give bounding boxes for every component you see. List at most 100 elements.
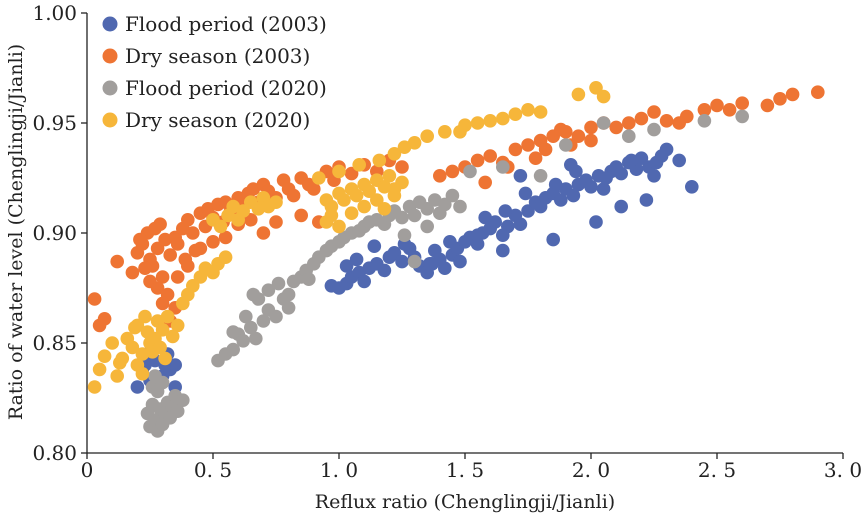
data-point [710, 98, 724, 113]
data-point [125, 265, 140, 280]
data-point [614, 199, 628, 214]
data-point [362, 184, 377, 198]
data-point [269, 309, 283, 324]
data-point [105, 336, 119, 350]
data-point [113, 356, 127, 370]
data-point [722, 103, 737, 117]
data-point [244, 320, 258, 335]
data-point [281, 287, 296, 302]
data-point [97, 349, 112, 364]
data-point [87, 380, 102, 394]
data-point [697, 103, 712, 117]
data-point [596, 182, 611, 196]
data-point [87, 292, 102, 306]
data-point [226, 325, 240, 339]
data-point [395, 160, 409, 174]
data-point [153, 340, 167, 355]
data-points [87, 81, 825, 438]
data-point [420, 202, 435, 216]
data-point [286, 188, 301, 203]
data-point [170, 404, 185, 419]
data-point [307, 182, 321, 196]
data-point [271, 276, 286, 291]
data-point [438, 261, 452, 276]
data-point [181, 213, 195, 227]
data-point [110, 254, 124, 269]
data-point [634, 151, 649, 165]
y-axis-title: Ratio of water level (Chenglingji/Jianli… [5, 44, 27, 420]
series-4-points [87, 81, 611, 394]
data-point [206, 235, 220, 249]
x-axis-title: Reflux ratio (Chenglingji/Jianli) [315, 491, 615, 513]
y-tick-label: 0.85 [32, 331, 77, 355]
data-point [176, 393, 190, 408]
data-point [735, 96, 749, 110]
data-point [463, 164, 477, 179]
data-point [584, 133, 598, 148]
data-point [269, 195, 283, 209]
data-point [811, 85, 825, 99]
data-point [97, 312, 112, 326]
data-point [239, 309, 253, 324]
data-point [395, 254, 409, 269]
data-point [508, 142, 523, 157]
data-point [155, 323, 170, 337]
data-point [395, 175, 409, 190]
legend-label: Flood period (2003) [125, 12, 327, 36]
y-tick-label: 0.95 [32, 111, 77, 135]
legend-marker [102, 48, 118, 64]
data-point [339, 259, 354, 273]
data-point [584, 120, 598, 135]
data-point [513, 217, 528, 231]
data-point [428, 243, 442, 258]
legend-marker [102, 16, 118, 32]
data-point [453, 125, 467, 139]
x-tick-label: 0. 5 [194, 458, 232, 482]
data-point [521, 138, 535, 152]
data-point [261, 283, 276, 298]
data-point [647, 122, 661, 137]
data-point [624, 153, 639, 168]
data-point [155, 375, 170, 390]
data-point [218, 230, 233, 245]
data-point [571, 129, 586, 143]
data-point [496, 243, 510, 258]
data-point [639, 193, 654, 207]
data-point [622, 116, 636, 130]
data-point [422, 257, 437, 271]
data-point [685, 180, 699, 194]
data-point [138, 309, 152, 324]
data-point [566, 188, 581, 203]
data-point [160, 309, 175, 324]
data-point [165, 329, 180, 344]
data-point [133, 232, 147, 247]
data-point [246, 287, 261, 302]
data-point [470, 116, 485, 130]
data-point [571, 87, 586, 102]
data-point [281, 301, 296, 315]
data-point [589, 81, 603, 95]
data-point [148, 221, 162, 236]
data-point [407, 136, 422, 150]
data-point [236, 204, 250, 218]
data-point [269, 215, 283, 229]
data-point [548, 177, 563, 192]
data-point [92, 362, 107, 377]
data-point [249, 331, 263, 346]
data-point [155, 296, 170, 311]
data-point [533, 169, 548, 183]
data-point [135, 367, 150, 381]
data-point [649, 155, 664, 170]
data-point [170, 270, 185, 284]
data-point [218, 250, 233, 264]
data-point [622, 129, 636, 143]
data-point [599, 171, 613, 185]
data-point [478, 210, 493, 225]
series-3-points [140, 109, 749, 438]
data-point [337, 193, 351, 207]
data-point [596, 116, 611, 130]
data-point [438, 197, 452, 212]
data-point [344, 166, 359, 181]
data-point [453, 254, 467, 269]
data-point [478, 175, 493, 190]
